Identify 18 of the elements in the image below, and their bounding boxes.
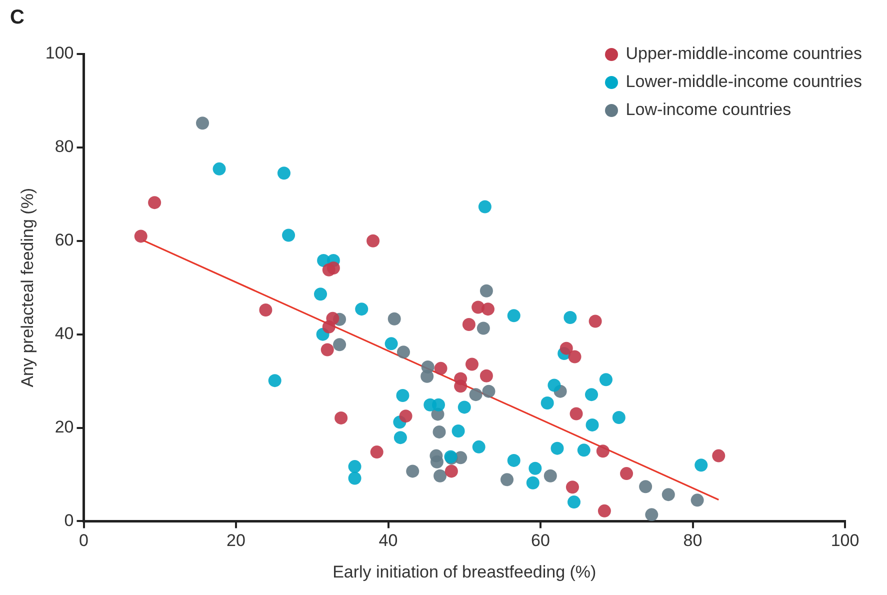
legend-label: Upper-middle-income countries	[626, 43, 862, 65]
y-tick-label: 0	[64, 510, 74, 530]
y-axis-title: Any prelacteal feeding (%)	[18, 188, 37, 388]
y-tick-label: 100	[45, 44, 74, 63]
legend-label: Low-income countries	[626, 99, 792, 121]
x-axis-title: Early initiation of breastfeeding (%)	[332, 562, 596, 582]
x-tick-label: 100	[830, 531, 860, 550]
x-tick-label: 40	[378, 531, 398, 550]
x-tick-label: 80	[683, 531, 702, 550]
x-tick-label: 60	[531, 531, 550, 550]
y-tick-label: 80	[54, 137, 74, 156]
x-tick-label: 0	[79, 531, 88, 550]
legend-label: Lower-middle-income countries	[626, 71, 862, 93]
chart-title: C	[10, 6, 24, 29]
x-tick-label: 20	[226, 531, 246, 550]
y-tick-label: 20	[54, 417, 74, 436]
y-tick-label: 60	[54, 230, 74, 250]
y-tick-label: 40	[54, 324, 74, 344]
